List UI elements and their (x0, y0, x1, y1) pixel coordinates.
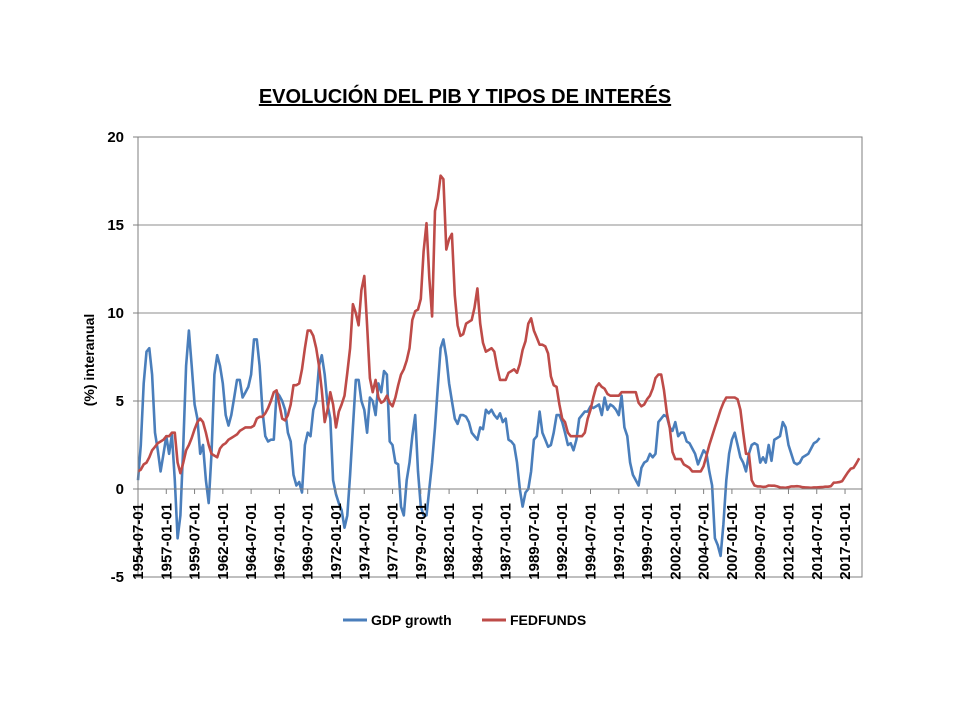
x-tick-label: 1987-01-01 (498, 503, 515, 580)
plot-frame (137, 136, 863, 578)
x-tick-label: 2007-01-01 (724, 503, 741, 580)
x-tick-label: 1964-07-01 (243, 503, 260, 580)
x-tick-label: 1982-01-01 (441, 503, 458, 580)
x-tick-label: 1954-07-01 (130, 503, 147, 580)
x-tick-label: 1994-07-01 (583, 503, 600, 580)
x-tick-label: 1992-01-01 (554, 503, 571, 580)
x-tick-label: 2017-01-01 (837, 503, 854, 580)
x-tick-label: 1984-07-01 (469, 503, 486, 580)
y-tick-label: 10 (107, 305, 124, 322)
x-tick-label: 1957-01-01 (158, 503, 175, 580)
legend-label-fedfunds: FEDFUNDS (510, 612, 586, 628)
y-tick-label: -5 (111, 569, 124, 586)
x-tick-label: 1974-07-01 (356, 503, 373, 580)
x-tick-label: 2002-01-01 (667, 503, 684, 580)
legend: GDP growth FEDFUNDS (343, 612, 586, 628)
x-tick-labels: 1954-07-01 1957-01-01 1959-07-01 1962-01-01… (130, 503, 854, 580)
x-tick-label: 1989-07-01 (526, 503, 543, 580)
y-tick-label: 15 (107, 217, 124, 234)
legend-label-gdp: GDP growth (371, 612, 452, 628)
gridlines (138, 136, 862, 490)
y-tick-label: 20 (107, 129, 124, 146)
y-axis-title: (%) interanual (81, 314, 97, 407)
x-tick-label: 1972-01-01 (328, 503, 345, 580)
series-line-fedfunds (137, 174, 861, 490)
series-lines (136, 174, 861, 558)
x-tick-label: 2012-01-01 (780, 503, 797, 580)
x-tick-label: 1999-07-01 (639, 503, 656, 580)
x-tick-label: 1977-01-01 (385, 503, 402, 580)
x-tick-label: 1967-01-01 (271, 503, 288, 580)
x-tick-label: 2014-07-01 (809, 503, 826, 580)
x-tick-label: 2004-07-01 (696, 503, 713, 580)
y-tick-label: 0 (116, 481, 124, 498)
x-tick-label: 1959-07-01 (187, 503, 204, 580)
y-tick-label: 5 (116, 393, 124, 410)
axes (133, 136, 863, 578)
chart-title: EVOLUCIÓN DEL PIB Y TIPOS DE INTERÉS (258, 86, 672, 108)
x-tick-label: 1979-07-01 (413, 503, 430, 580)
y-tick-labels: -5 0 5 10 15 20 (107, 129, 124, 586)
x-tick-label: 1969-07-01 (300, 503, 317, 580)
x-tick-label: 1962-01-01 (215, 503, 232, 580)
x-tick-label: 2009-07-01 (752, 503, 769, 580)
x-tick-label: 1997-01-01 (611, 503, 628, 580)
